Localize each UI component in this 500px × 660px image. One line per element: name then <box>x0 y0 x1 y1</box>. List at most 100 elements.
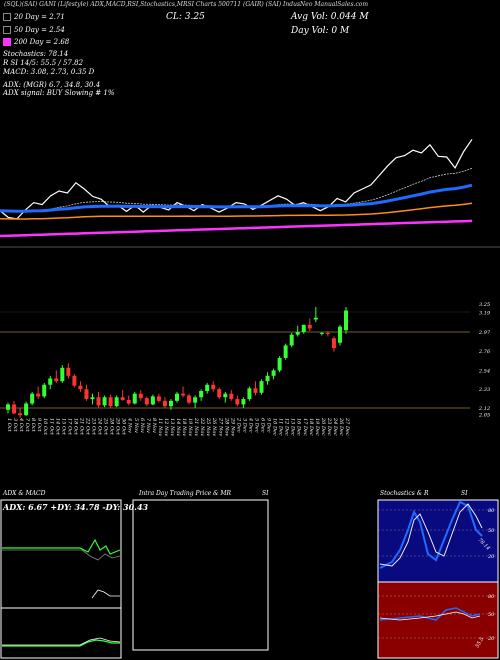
stochastics-title-suffix: SI <box>461 490 468 497</box>
rsi-tick-label: 50 <box>488 612 495 618</box>
candle-body <box>48 378 53 385</box>
date-tick-label: 24 Oct <box>97 417 103 436</box>
candle-body <box>114 397 119 407</box>
date-tick-label: 11 Dec <box>278 418 284 436</box>
stoch-tick-label: 20 <box>487 554 495 560</box>
candle-body <box>66 367 71 376</box>
date-tick-label: 27 Dec <box>344 417 350 436</box>
candles-group <box>6 306 348 418</box>
date-tick-label: 27 Nov <box>217 417 223 436</box>
candle-body <box>277 357 282 371</box>
legend-ema20: 20 Day = 2.71 <box>3 13 65 21</box>
date-tick-label: 10 Dec <box>272 418 278 436</box>
price-tick-label: 2.33 <box>478 387 490 393</box>
candle-body <box>307 324 312 329</box>
date-tick-label: 23 Oct <box>91 417 97 436</box>
minus-di-value: -DY: 30.43 <box>102 502 149 512</box>
rsi-line: R SI 14/5: 55.5 / 57.82 <box>3 59 84 67</box>
candle-body <box>18 413 23 416</box>
rsi-tick-label: 80 <box>488 594 495 600</box>
date-tick-label: 12 Nov <box>163 418 169 436</box>
moving-average-lines <box>0 138 473 238</box>
candle-body <box>102 397 107 406</box>
date-tick-label: 23 Dec <box>326 417 332 436</box>
macd-line: MACD: 3.08, 2.73, 0.35 D <box>3 68 95 76</box>
candle-body <box>301 324 306 332</box>
date-tick-label: 13 Dec <box>290 418 296 436</box>
adx-value: ADX: 6.67 <box>3 502 48 512</box>
date-tick-label: 24 Dec <box>332 417 338 436</box>
date-tick-label: 29 Oct <box>115 417 121 436</box>
date-tick-label: 25 Oct <box>103 417 109 436</box>
stochastics-panel <box>377 499 499 583</box>
close-price: CL: 3.25 <box>166 12 205 22</box>
stochastics-line: Stochastics: 78.14 <box>3 50 69 58</box>
adx-line: ADX: (MGR) 6.7, 34.8, 30.4 <box>3 81 101 89</box>
avg-volume: Avg Vol: 0.044 M <box>291 12 369 22</box>
date-tick-label: 15 Oct <box>60 418 66 436</box>
date-axis: 1 Oct 3 Oct 4 Oct 7 Oct 8 Oct 9 Oct 10 Oct 11 O… <box>6 417 350 436</box>
date-tick-label: 4 Oct <box>18 417 24 433</box>
date-tick-label: 17 Dec <box>302 418 308 436</box>
date-tick-label: 12 Dec <box>284 418 290 436</box>
date-tick-label: 9 Oct <box>36 418 42 433</box>
date-tick-label: 21 Oct <box>78 417 84 436</box>
adx-lines <box>2 538 121 599</box>
adx-plus-di-line <box>2 538 121 555</box>
stochastics-title: Stochastics & R <box>380 490 429 497</box>
date-tick-label: 22 Oct <box>84 417 90 436</box>
date-tick-label: 28 Oct <box>109 417 115 436</box>
candle-body <box>259 381 264 393</box>
date-tick-label: 29 Nov <box>229 417 235 436</box>
date-tick-label: 9 Dec <box>266 418 272 433</box>
date-tick-label: 18 Nov <box>181 418 187 436</box>
candle-body <box>247 388 252 400</box>
price-tick-label: 2.54 <box>478 368 490 374</box>
candle-body <box>344 310 348 331</box>
price-axis: 3.25 3.19 2.97 2.76 2.54 2.33 2.122.05 <box>478 302 491 418</box>
date-tick-label: 2 Dec <box>235 417 241 433</box>
candle-body <box>181 393 186 396</box>
price-tick-label: 3.25 <box>479 302 490 308</box>
macd-line <box>2 639 120 647</box>
candle-body <box>24 403 29 416</box>
macd-lines <box>2 637 121 647</box>
rsi-line <box>379 607 481 621</box>
date-tick-label: 25 Nov <box>205 417 211 436</box>
date-tick-label: 6 Dec <box>260 418 266 433</box>
candle-body <box>331 338 336 349</box>
price-tick-label: 2.76 <box>478 349 491 355</box>
date-tick-label: 28 Nov <box>223 417 229 436</box>
date-tick-label: 4 Dec <box>247 417 253 433</box>
candle-body <box>30 393 35 404</box>
date-tick-label: 14 Oct <box>54 418 60 436</box>
adx-macd-title: ADX & MACD <box>3 490 46 497</box>
candle-body <box>289 334 294 346</box>
candle-body <box>60 367 65 382</box>
candle-body <box>199 391 204 398</box>
candle-body <box>217 389 222 398</box>
date-tick-label: 18 Dec <box>308 418 314 436</box>
legend-ema50: 50 Day = 2.54 <box>3 26 65 34</box>
date-tick-label: 20 Dec <box>320 417 326 436</box>
candle-body <box>12 404 17 414</box>
date-tick-label: 11 Nov <box>157 418 163 436</box>
adx-values: ADX: 6.67 +DY: 34.78 -DY: 30.43 <box>3 502 148 512</box>
date-tick-label: 6 Nov <box>139 418 145 433</box>
candle-body <box>265 375 270 382</box>
candle-body <box>78 385 83 390</box>
candle-body <box>54 378 59 382</box>
candle-body <box>168 400 173 407</box>
ema100-line <box>0 202 473 220</box>
candle-body <box>96 397 101 406</box>
candle-body <box>313 317 318 320</box>
date-tick-label: 14 Nov <box>175 418 181 436</box>
rsi-tick-label: 20 <box>487 636 495 642</box>
candle-body <box>337 326 342 343</box>
legend-label-200: 200 Day = 2.68 <box>14 38 70 46</box>
candle-body <box>6 404 10 410</box>
plus-di-value: +DY: 34.78 <box>50 502 100 512</box>
candle-body <box>235 399 240 405</box>
date-tick-label: 3 Dec <box>241 418 247 433</box>
stoch-lines: 78.14 <box>379 500 491 569</box>
